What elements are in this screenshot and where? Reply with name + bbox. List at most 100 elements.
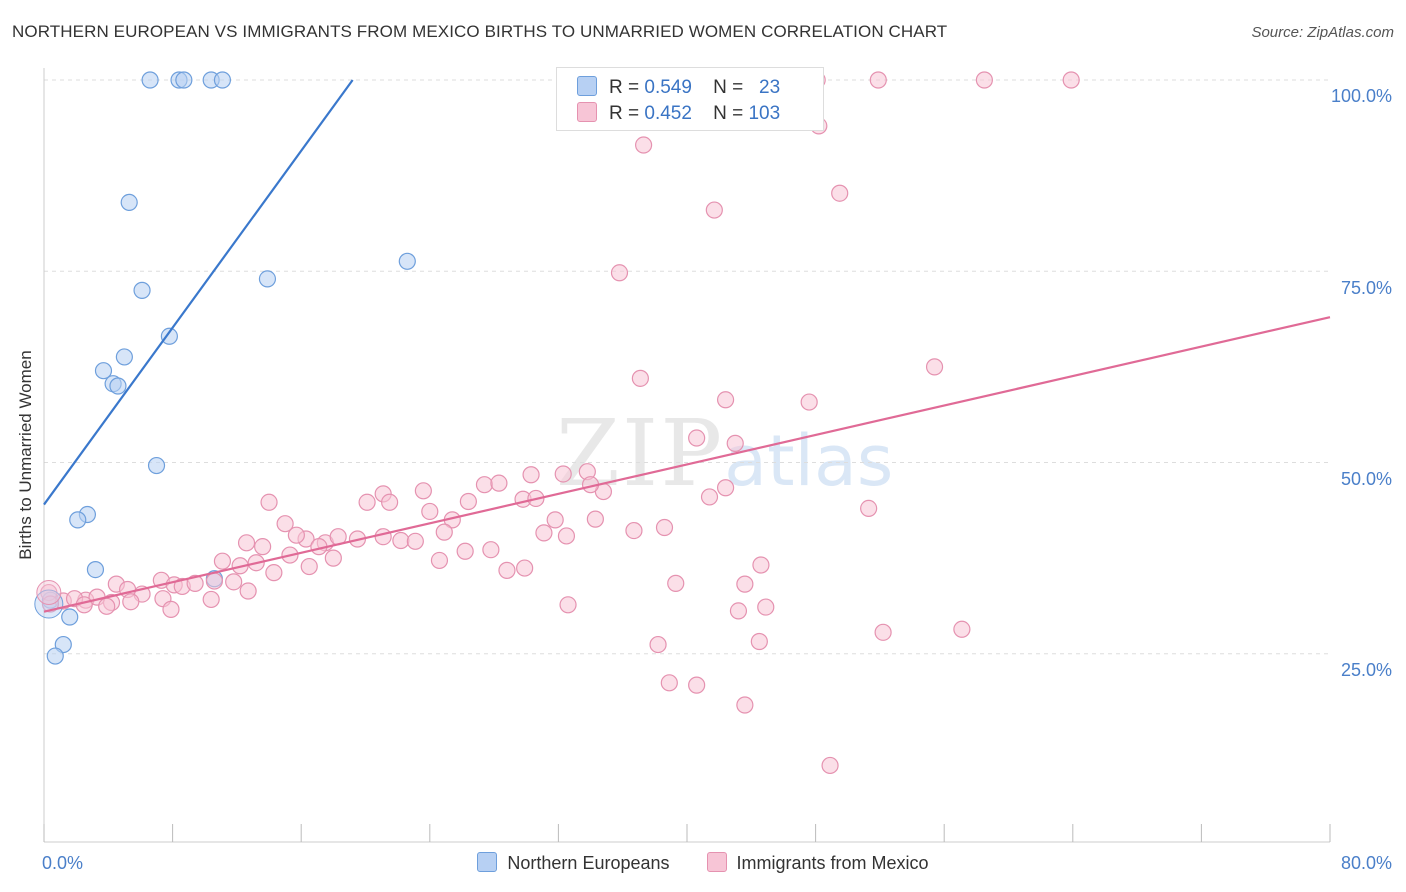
data-point-mexico-immigrant (406, 532, 424, 550)
data-point-mexico-immigrant (435, 523, 453, 541)
x-tick-label-max: 80.0% (1340, 853, 1392, 873)
legend-swatch-blue (577, 76, 597, 96)
data-point-mexico-immigrant (821, 756, 839, 775)
data-point-mexico-immigrant (726, 434, 744, 452)
correlation-legend: R = 0.549 N = 23 R = 0.452 N = 103 (556, 67, 824, 131)
data-point-mexico-immigrant (430, 551, 449, 570)
data-point-mexico-immigrant (729, 602, 748, 620)
data-point-mexico-immigrant (392, 531, 410, 550)
data-point-mexico-immigrant (688, 676, 706, 694)
data-point-mexico-immigrant (869, 71, 887, 89)
data-point-mexico-immigrant (649, 635, 667, 654)
legend-item-northern-europeans: Northern Europeans (477, 852, 670, 874)
data-point-mexico-immigrant (860, 499, 878, 517)
data-point-mexico-immigrant (265, 564, 283, 582)
data-point-mexico-immigrant (736, 696, 754, 714)
data-point-mexico-immigrant (925, 358, 944, 376)
data-point-northern-european (94, 362, 113, 380)
data-point-northern-european (213, 71, 232, 89)
chart-title: NORTHERN EUROPEAN VS IMMIGRANTS FROM MEX… (12, 22, 948, 41)
data-point-mexico-immigrant (287, 526, 305, 544)
data-point-mexico-immigrant (225, 573, 243, 591)
data-point-mexico-immigrant (716, 479, 735, 497)
data-point-mexico-immigrant (482, 541, 500, 559)
data-point-mexico-immigrant (546, 511, 564, 529)
y-axis-label: Births to Unmarried Women (16, 350, 35, 560)
data-point-northern-european (109, 377, 127, 395)
legend-row-northern-europeans: R = 0.549 N = 23 (577, 76, 780, 100)
data-point-northern-european (46, 647, 64, 665)
data-point-northern-european (69, 511, 87, 529)
data-point-mexico-immigrant (655, 518, 674, 537)
data-point-mexico-immigrant (559, 596, 577, 614)
data-point-mexico-immigrant (490, 474, 508, 492)
data-point-mexico-immigrant (667, 574, 685, 592)
data-point-mexico-immigrant (634, 136, 653, 154)
data-point-mexico-immigrant (736, 575, 754, 593)
trend-line-northern-european (43, 79, 354, 506)
data-point-mexico-immigrant (381, 493, 399, 511)
data-point-mexico-immigrant (254, 538, 272, 556)
legend-r-value: 0.549 (644, 77, 692, 98)
data-point-northern-european (61, 608, 79, 626)
x-tick-label-min: 0.0% (42, 853, 84, 873)
y-tick-label: 25.0% (1340, 660, 1392, 680)
data-point-mexico-immigrant (557, 527, 576, 545)
data-point-mexico-immigrant (631, 369, 649, 387)
data-point-mexico-immigrant (700, 488, 719, 506)
legend-n-value: 23 (759, 77, 781, 98)
data-point-northern-european (120, 193, 138, 211)
data-point-mexico-immigrant (831, 184, 849, 202)
legend-n-value: 103 (748, 103, 781, 124)
source-credit: Source: ZipAtlas.com (1251, 24, 1394, 41)
watermark-atlas: atlas (724, 420, 894, 502)
data-point-mexico-immigrant (660, 674, 678, 692)
data-point-mexico-immigrant (202, 590, 220, 609)
data-point-mexico-immigrant (276, 515, 294, 533)
data-point-mexico-immigrant (358, 493, 376, 511)
data-point-mexico-immigrant (36, 580, 62, 606)
data-point-mexico-immigrant (874, 623, 892, 641)
data-point-mexico-immigrant (535, 524, 553, 542)
trend-line-mexico-immigrant (43, 316, 1331, 613)
series-legend: Northern Europeans Immigrants from Mexic… (0, 852, 1406, 874)
legend-r-value: 0.452 (644, 103, 692, 124)
data-point-mexico-immigrant (705, 201, 723, 219)
data-point-mexico-immigrant (260, 493, 278, 511)
data-point-mexico-immigrant (98, 597, 116, 615)
data-point-mexico-immigrant (975, 71, 993, 89)
data-point-northern-european (160, 327, 178, 345)
data-point-mexico-immigrant (953, 620, 971, 638)
data-point-mexico-immigrant (459, 492, 477, 511)
data-point-mexico-immigrant (475, 476, 494, 494)
data-point-mexico-immigrant (1062, 71, 1080, 89)
data-point-mexico-immigrant (213, 552, 232, 570)
data-point-mexico-immigrant (237, 534, 256, 552)
y-tick-label: 100.0% (1330, 86, 1392, 106)
data-point-mexico-immigrant (716, 391, 735, 409)
legend-row-immigrants-from-mexico: R = 0.452 N = 103 (577, 102, 780, 126)
legend-swatch-pink (706, 852, 727, 872)
data-point-mexico-immigrant (516, 559, 534, 577)
legend-item-immigrants-from-mexico: Immigrants from Mexico (706, 852, 929, 874)
data-point-mexico-immigrant (757, 598, 775, 616)
data-point-northern-european (398, 252, 416, 270)
legend-swatch-pink (577, 102, 597, 122)
data-point-mexico-immigrant (498, 561, 516, 579)
data-point-northern-european (141, 71, 159, 89)
data-point-mexico-immigrant (554, 465, 572, 483)
data-point-northern-european (34, 589, 64, 619)
data-point-mexico-immigrant (688, 429, 706, 447)
data-point-mexico-immigrant (586, 510, 604, 528)
data-point-mexico-immigrant (300, 557, 318, 576)
data-point-mexico-immigrant (414, 482, 432, 500)
data-point-mexico-immigrant (752, 556, 770, 574)
data-point-mexico-immigrant (162, 600, 180, 618)
data-point-mexico-immigrant (456, 542, 474, 560)
data-point-mexico-immigrant (239, 582, 257, 600)
data-point-northern-european (115, 348, 133, 366)
data-point-mexico-immigrant (186, 574, 204, 592)
data-point-mexico-immigrant (421, 502, 439, 521)
data-point-northern-european (86, 560, 105, 579)
